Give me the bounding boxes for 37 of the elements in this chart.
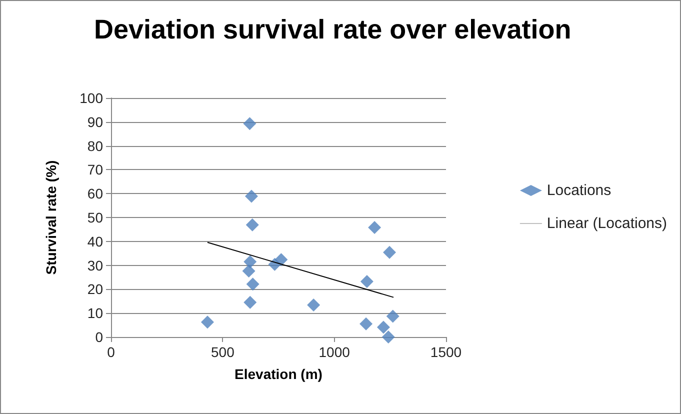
y-tick-label: 80	[87, 138, 104, 154]
point	[200, 316, 214, 329]
y-tick-label: 20	[87, 281, 104, 298]
point	[246, 278, 260, 291]
point	[242, 264, 256, 278]
point	[246, 218, 259, 232]
y-tick-label: 40	[87, 233, 104, 250]
point	[274, 253, 288, 266]
point	[244, 190, 258, 203]
point	[360, 317, 373, 330]
point	[360, 275, 374, 288]
y-tick-label: 100	[80, 90, 104, 106]
chart-title: Deviation survival rate over elevation	[94, 14, 572, 44]
x-tick-label: 0	[107, 344, 116, 360]
point	[243, 117, 256, 130]
x-tick-label: 500	[210, 344, 235, 360]
y-tick-label: 60	[87, 186, 104, 202]
point	[307, 298, 320, 312]
x-axis-title: Elevation (m)	[234, 366, 322, 382]
point	[382, 330, 395, 344]
point	[244, 296, 257, 309]
point	[376, 320, 390, 334]
x-tick-label: 1000	[318, 344, 350, 360]
y-tick-label: 0	[95, 329, 104, 345]
point	[244, 255, 257, 268]
point	[386, 310, 400, 323]
y-tick-label: 70	[87, 162, 104, 178]
point	[382, 246, 396, 259]
y-tick-label: 50	[87, 210, 104, 226]
y-tick-label: 10	[87, 305, 104, 322]
point	[368, 221, 382, 234]
y-axis-title: Sturvival rate (%)	[43, 160, 59, 275]
x-tick-label: 1500	[430, 344, 462, 360]
legend-label: Locations	[546, 182, 612, 199]
legend-label: Linear (Locations)	[546, 215, 668, 232]
y-tick-label: 90	[87, 114, 104, 130]
y-tick-label: 30	[87, 257, 104, 274]
